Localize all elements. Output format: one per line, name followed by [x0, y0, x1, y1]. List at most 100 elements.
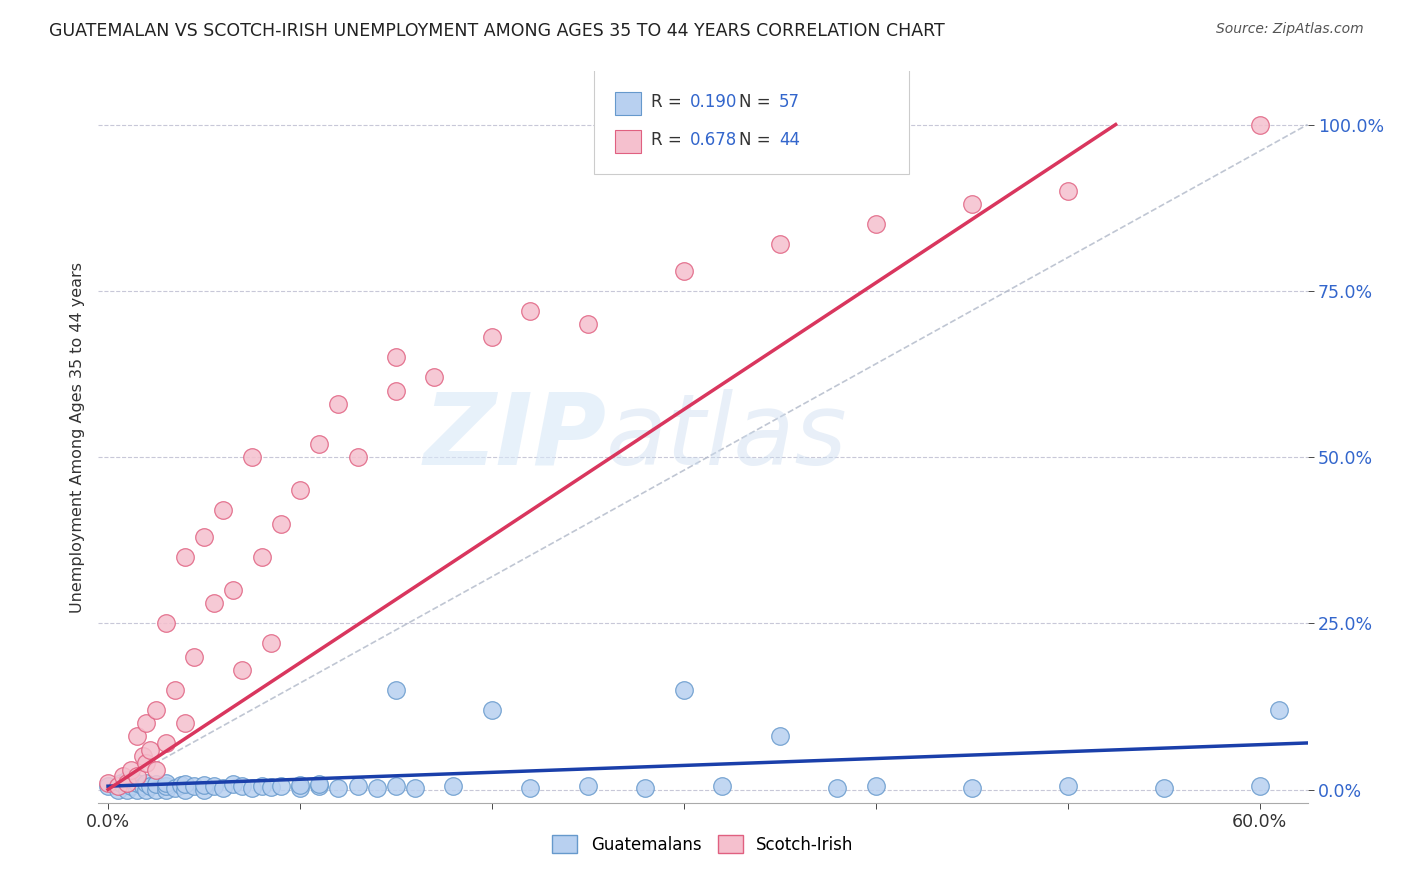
Point	[711, 779, 734, 793]
Point	[125, 776, 148, 790]
Point	[155, 736, 177, 750]
Point	[260, 636, 283, 650]
Y-axis label: Unemployment Among Ages 35 to 44 years: Unemployment Among Ages 35 to 44 years	[69, 261, 84, 613]
Point	[270, 516, 292, 531]
Point	[346, 779, 368, 793]
Point	[404, 780, 426, 795]
Point	[173, 777, 195, 791]
Point	[231, 663, 253, 677]
Point	[193, 530, 215, 544]
FancyBboxPatch shape	[595, 68, 908, 174]
Text: R =: R =	[651, 131, 688, 149]
Point	[960, 197, 983, 211]
Point	[115, 772, 138, 787]
Point	[135, 782, 157, 797]
Text: N =: N =	[740, 93, 776, 112]
Point	[115, 782, 138, 797]
Point	[1153, 780, 1175, 795]
Point	[423, 370, 446, 384]
Point	[865, 217, 887, 231]
Point	[481, 330, 503, 344]
Point	[634, 780, 657, 795]
Point	[155, 779, 177, 793]
Point	[120, 763, 142, 777]
Point	[385, 351, 408, 365]
Point	[125, 782, 148, 797]
Point	[107, 782, 129, 797]
Point	[231, 779, 253, 793]
Point	[346, 450, 368, 464]
FancyBboxPatch shape	[614, 92, 641, 115]
Point	[288, 780, 311, 795]
Point	[769, 729, 792, 743]
Point	[270, 779, 292, 793]
Point	[1056, 779, 1078, 793]
Point	[139, 779, 162, 793]
Point	[112, 769, 135, 783]
Point	[120, 779, 142, 793]
Point	[183, 779, 205, 793]
Point	[519, 780, 541, 795]
Point	[135, 716, 157, 731]
Point	[107, 779, 129, 793]
Point	[173, 782, 195, 797]
Point	[1249, 118, 1271, 132]
Point	[183, 649, 205, 664]
Point	[135, 756, 157, 770]
Point	[97, 779, 120, 793]
Point	[193, 782, 215, 797]
Point	[131, 749, 153, 764]
Text: GUATEMALAN VS SCOTCH-IRISH UNEMPLOYMENT AMONG AGES 35 TO 44 YEARS CORRELATION CH: GUATEMALAN VS SCOTCH-IRISH UNEMPLOYMENT …	[49, 22, 945, 40]
Point	[165, 682, 187, 697]
Point	[308, 436, 330, 450]
Point	[155, 776, 177, 790]
Point	[1268, 703, 1291, 717]
Point	[385, 682, 408, 697]
Point	[260, 780, 283, 794]
Point	[328, 780, 350, 795]
Point	[202, 779, 225, 793]
Text: Source: ZipAtlas.com: Source: ZipAtlas.com	[1216, 22, 1364, 37]
Point	[769, 237, 792, 252]
Point	[173, 716, 195, 731]
Text: N =: N =	[740, 131, 776, 149]
Point	[481, 703, 503, 717]
Text: atlas: atlas	[606, 389, 848, 485]
Point	[165, 780, 187, 795]
Point	[222, 582, 245, 597]
Text: ZIP: ZIP	[423, 389, 606, 485]
Point	[385, 384, 408, 398]
Point	[155, 782, 177, 797]
Point	[1249, 779, 1271, 793]
Point	[519, 303, 541, 318]
Point	[155, 616, 177, 631]
Point	[308, 779, 330, 793]
Point	[212, 503, 235, 517]
Text: 0.190: 0.190	[690, 93, 737, 112]
Point	[115, 776, 138, 790]
Point	[135, 776, 157, 790]
Point	[385, 779, 408, 793]
Point	[212, 780, 235, 795]
Point	[827, 780, 849, 795]
Point	[576, 317, 599, 331]
Text: 44: 44	[779, 131, 800, 149]
Point	[145, 782, 167, 797]
Point	[173, 549, 195, 564]
Point	[288, 778, 311, 792]
Point	[250, 779, 273, 793]
Point	[576, 779, 599, 793]
Point	[110, 776, 132, 790]
Point	[125, 729, 148, 743]
Point	[222, 777, 245, 791]
Text: R =: R =	[651, 93, 688, 112]
Point	[288, 483, 311, 498]
Point	[139, 742, 162, 756]
Text: 0.678: 0.678	[690, 131, 737, 149]
FancyBboxPatch shape	[614, 130, 641, 153]
Text: 57: 57	[779, 93, 800, 112]
Point	[145, 763, 167, 777]
Point	[865, 779, 887, 793]
Point	[240, 780, 263, 795]
Point	[250, 549, 273, 564]
